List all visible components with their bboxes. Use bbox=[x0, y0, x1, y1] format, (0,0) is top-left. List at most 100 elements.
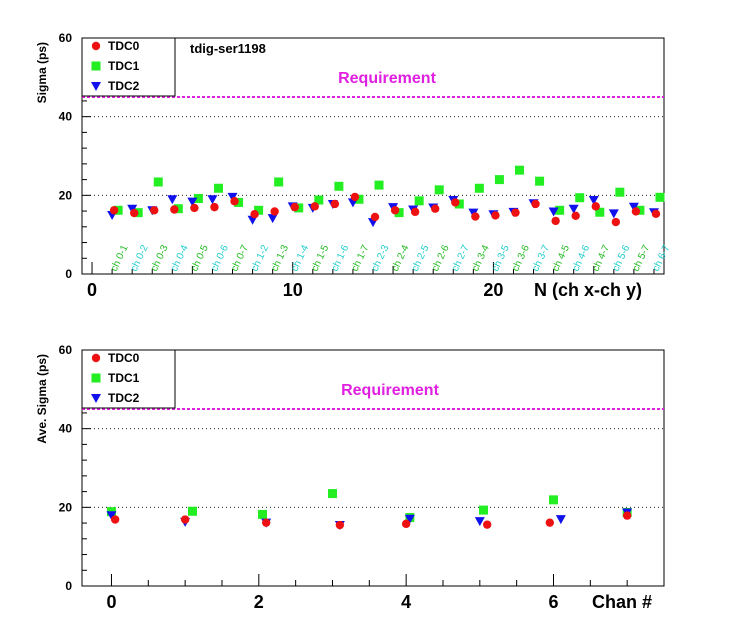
data-point-square bbox=[494, 175, 504, 185]
data-point-circle bbox=[451, 198, 460, 207]
data-point-circle bbox=[350, 192, 360, 202]
data-point-square bbox=[655, 192, 665, 202]
data-point-circle bbox=[91, 41, 101, 51]
data-point-triangle bbox=[608, 209, 619, 219]
pair-label: ch 2-3 bbox=[370, 243, 392, 273]
legend-label-TDC0: TDC0 bbox=[108, 39, 140, 53]
data-point-circle bbox=[410, 207, 420, 217]
data-point-triangle bbox=[267, 214, 278, 224]
y-tick-label: 0 bbox=[65, 267, 72, 281]
data-point-square bbox=[91, 373, 101, 383]
data-point-square bbox=[327, 489, 337, 499]
data-point-square bbox=[515, 165, 525, 175]
pair-label: ch 2-4 bbox=[390, 243, 412, 273]
data-point-square bbox=[274, 177, 284, 187]
data-point-circle bbox=[109, 206, 119, 215]
pair-label: ch 1-6 bbox=[330, 243, 352, 273]
pair-label: ch 4-5 bbox=[550, 243, 572, 273]
pair-label: ch 0-1 bbox=[109, 243, 131, 273]
chart-title: tdig-ser1198 bbox=[190, 41, 266, 56]
data-point-circle bbox=[230, 197, 239, 206]
data-point-square bbox=[595, 207, 605, 217]
data-point-triangle bbox=[628, 202, 639, 212]
pair-label: ch 1-7 bbox=[350, 243, 372, 273]
data-point-square bbox=[153, 177, 163, 187]
data-point-triangle bbox=[91, 82, 101, 91]
pair-label: ch 0-4 bbox=[169, 243, 191, 273]
data-point-triangle bbox=[167, 195, 178, 205]
pair-label: ch 1-4 bbox=[289, 243, 311, 273]
data-point-circle bbox=[180, 515, 190, 524]
x-axis-title: Chan # bbox=[592, 592, 652, 612]
y-tick-label: 20 bbox=[59, 500, 73, 514]
pair-label: ch 4-6 bbox=[570, 243, 592, 273]
data-point-circle bbox=[611, 217, 621, 227]
data-point-circle bbox=[91, 353, 101, 363]
data-point-circle bbox=[190, 203, 199, 213]
y-axis-title: Sigma (ps) bbox=[35, 42, 49, 103]
pair-label: ch 4-7 bbox=[591, 243, 613, 273]
data-point-circle bbox=[110, 515, 120, 524]
pair-label: ch 0-3 bbox=[149, 243, 171, 273]
data-point-square bbox=[394, 208, 404, 218]
data-point-square bbox=[354, 194, 364, 204]
pair-label: ch 1-2 bbox=[249, 243, 271, 273]
data-point-square bbox=[91, 61, 101, 71]
data-point-circle bbox=[129, 208, 139, 218]
pair-label: ch 5-6 bbox=[611, 243, 633, 273]
data-point-triangle bbox=[404, 514, 415, 524]
pair-label: ch 3-5 bbox=[490, 243, 512, 273]
data-point-square bbox=[414, 196, 424, 206]
legend-label-TDC0: TDC0 bbox=[108, 351, 140, 365]
pair-label: ch 0-2 bbox=[129, 243, 151, 273]
data-point-square bbox=[454, 199, 464, 209]
pair-label: ch 6-7 bbox=[651, 243, 673, 273]
y-tick-label: 60 bbox=[59, 31, 73, 45]
data-point-circle bbox=[370, 212, 380, 222]
data-point-triangle bbox=[588, 196, 599, 206]
data-point-circle bbox=[571, 211, 580, 220]
data-point-circle bbox=[390, 206, 400, 215]
data-point-square bbox=[555, 205, 565, 215]
data-point-circle bbox=[335, 520, 345, 530]
series-TDC0 bbox=[110, 511, 632, 530]
data-point-square bbox=[479, 505, 489, 515]
data-point-circle bbox=[261, 518, 271, 527]
y-axis-title: Ave. Sigma (ps) bbox=[35, 354, 49, 444]
data-point-square bbox=[254, 205, 264, 215]
pair-label: ch 3-6 bbox=[510, 243, 532, 273]
legend-label-TDC2: TDC2 bbox=[108, 79, 140, 93]
chart-panel-2: 0 20 40 60 0 2 4 6 Chan # Ave. Sigma (ps) Requirem… bbox=[35, 343, 665, 612]
x-tick-label: 20 bbox=[483, 280, 503, 300]
y-tick-label: 60 bbox=[59, 343, 73, 357]
data-point-square bbox=[535, 176, 545, 186]
data-point-triangle bbox=[555, 515, 566, 525]
pair-label: ch 1-3 bbox=[269, 243, 291, 273]
data-point-triangle bbox=[106, 511, 117, 521]
plot-frame bbox=[81, 349, 665, 587]
data-point-circle bbox=[531, 199, 540, 209]
data-point-circle bbox=[591, 202, 600, 211]
data-point-circle bbox=[401, 519, 411, 529]
legend-label-TDC1: TDC1 bbox=[108, 371, 140, 385]
legend-label-TDC1: TDC1 bbox=[108, 59, 140, 73]
x-tick-label: 4 bbox=[401, 592, 411, 612]
y-tick-label: 40 bbox=[59, 110, 73, 124]
data-point-circle bbox=[631, 207, 641, 216]
data-point-circle bbox=[150, 206, 159, 215]
data-point-circle bbox=[482, 520, 492, 529]
data-point-triangle bbox=[568, 204, 579, 214]
data-point-triangle bbox=[187, 197, 198, 207]
data-point-circle bbox=[651, 209, 661, 219]
data-point-circle bbox=[310, 202, 319, 211]
pair-label: ch 2-6 bbox=[430, 243, 452, 273]
requirement-label: Requirement bbox=[341, 382, 439, 399]
data-point-square bbox=[188, 506, 198, 516]
data-point-triangle bbox=[207, 195, 218, 205]
data-point-circle bbox=[551, 216, 560, 226]
pair-label: ch 1-5 bbox=[310, 243, 332, 273]
data-point-square bbox=[334, 181, 344, 191]
x-tick-label: 10 bbox=[283, 280, 303, 300]
